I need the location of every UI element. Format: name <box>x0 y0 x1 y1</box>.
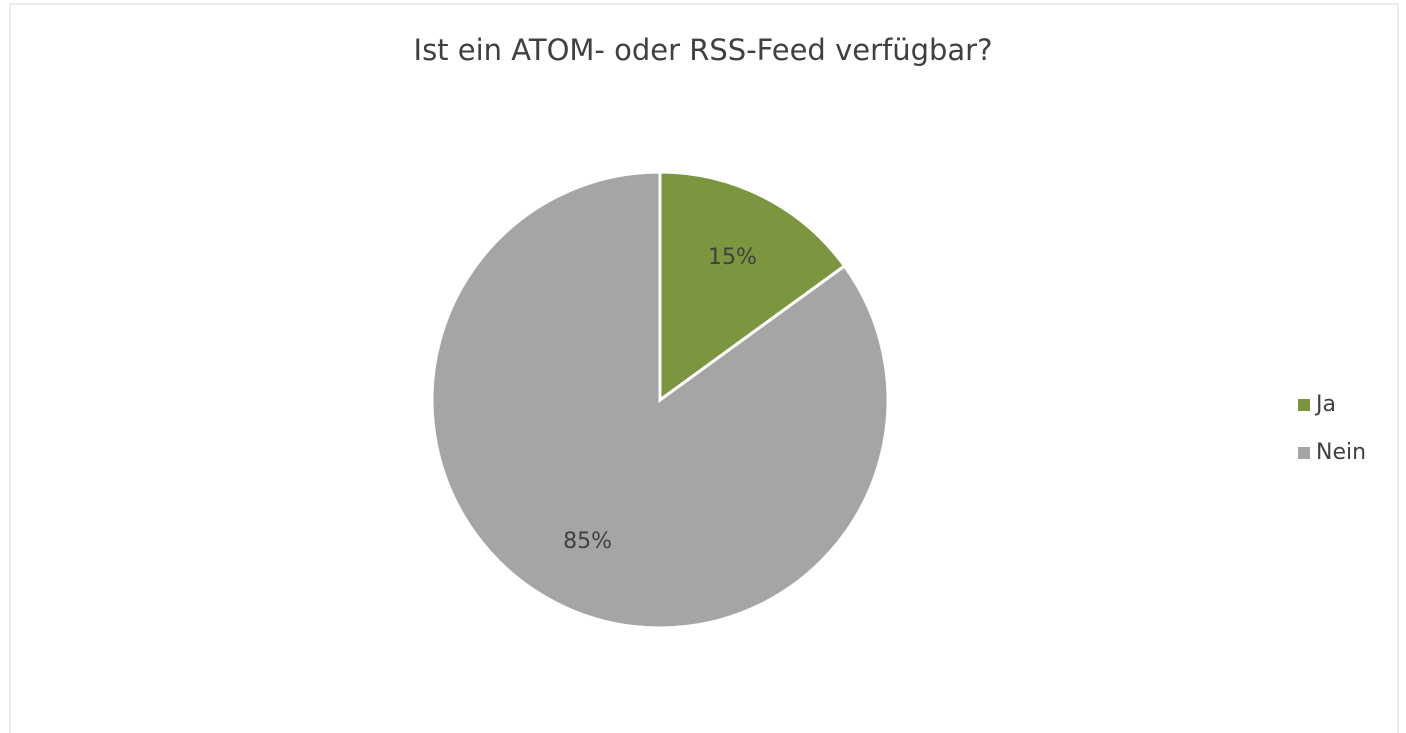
legend-swatch <box>1298 399 1310 411</box>
legend-label: Nein <box>1316 440 1366 465</box>
data-label: 85% <box>563 529 612 554</box>
pie-slice <box>430 170 890 630</box>
chart-title: Ist ein ATOM- oder RSS-Feed verfügbar? <box>414 33 993 67</box>
pie-slice <box>658 170 847 403</box>
legend-label: Ja <box>1314 392 1336 417</box>
data-label: 15% <box>708 245 757 270</box>
legend-swatch <box>1298 447 1310 459</box>
